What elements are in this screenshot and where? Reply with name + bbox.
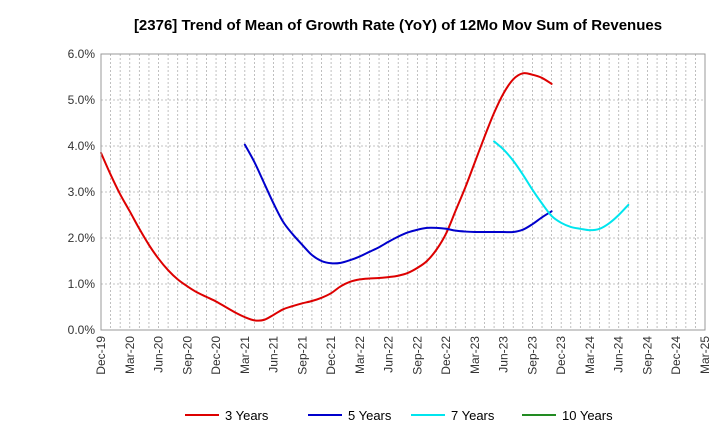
x-tick-label: Dec-20 xyxy=(209,336,223,375)
series-line-7-years xyxy=(493,140,630,232)
legend-label-3-years: 3 Years xyxy=(225,408,269,423)
series-layer xyxy=(100,72,630,322)
x-tick-label: Sep-23 xyxy=(525,336,539,375)
y-axis: 0.0% 1.0% 2.0% 3.0% 4.0% 5.0% 6.0% xyxy=(68,47,96,337)
legend-label-5-years: 5 Years xyxy=(348,408,392,423)
legend: 3 Years 5 Years 7 Years 10 Years xyxy=(185,408,613,423)
y-tick-label: 0.0% xyxy=(68,323,96,337)
legend-label-7-years: 7 Years xyxy=(451,408,495,423)
x-tick-label: Dec-22 xyxy=(439,336,453,375)
x-tick-label: Mar-25 xyxy=(698,336,712,374)
x-tick-label: Mar-24 xyxy=(583,336,597,374)
x-tick-label: Sep-24 xyxy=(640,336,654,375)
y-tick-label: 1.0% xyxy=(68,277,96,291)
y-tick-label: 3.0% xyxy=(68,185,96,199)
x-tick-label: Jun-22 xyxy=(382,336,396,373)
x-tick-label: Jun-20 xyxy=(152,336,166,373)
series-line-3-years xyxy=(100,72,553,322)
x-tick-label: Mar-22 xyxy=(353,336,367,374)
grid-layer xyxy=(101,54,705,330)
x-tick-label: Dec-21 xyxy=(324,336,338,375)
x-tick-label: Dec-24 xyxy=(669,336,683,375)
x-tick-label: Jun-21 xyxy=(267,336,281,373)
x-tick-label: Sep-20 xyxy=(180,336,194,375)
x-tick-label: Mar-21 xyxy=(238,336,252,374)
x-tick-label: Jun-23 xyxy=(497,336,511,373)
y-tick-label: 6.0% xyxy=(68,47,96,61)
legend-label-10-years: 10 Years xyxy=(562,408,613,423)
y-tick-label: 4.0% xyxy=(68,139,96,153)
plot-frame xyxy=(100,53,706,331)
x-tick-label: Dec-19 xyxy=(94,336,108,375)
x-tick-label: Sep-22 xyxy=(410,336,424,375)
x-tick-label: Mar-23 xyxy=(468,336,482,374)
x-tick-label: Jun-24 xyxy=(612,336,626,373)
x-axis: Dec-19 Mar-20 Jun-20 Sep-20 Dec-20 Mar-21 Jun-… xyxy=(94,336,712,375)
y-tick-label: 5.0% xyxy=(68,93,96,107)
chart-title: [2376] Trend of Mean of Growth Rate (YoY… xyxy=(134,17,662,34)
x-tick-label: Sep-21 xyxy=(295,336,309,375)
x-tick-label: Mar-20 xyxy=(123,336,137,374)
x-tick-label: Dec-23 xyxy=(554,336,568,375)
y-tick-label: 2.0% xyxy=(68,231,96,245)
series-line-5-years xyxy=(243,143,553,265)
